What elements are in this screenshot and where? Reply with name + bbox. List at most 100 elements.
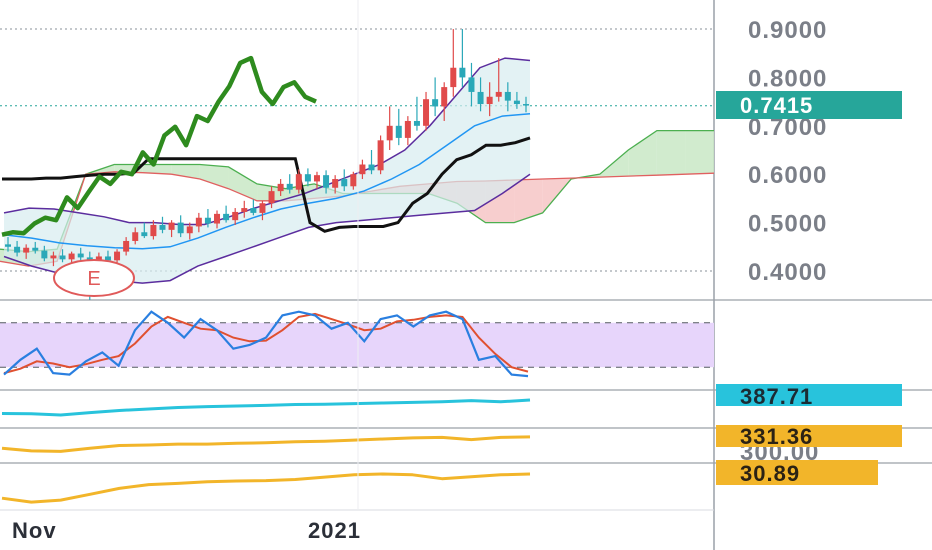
cloud-segment-7 — [199, 164, 229, 189]
lower-indicator-panels — [1, 398, 531, 504]
bollinger-fill — [4, 58, 530, 284]
last-price-badge-bg — [716, 91, 902, 119]
candle-body-25 — [232, 211, 239, 221]
indicator-badge-orange-2-text: 30.89 — [740, 461, 800, 486]
candle-body-48 — [441, 87, 448, 107]
price-tick-label-4: 0.5000 — [748, 211, 827, 238]
candle-body-47 — [432, 99, 439, 107]
candle-body-56 — [513, 100, 520, 105]
candle-body-39 — [359, 164, 366, 175]
candle-body-50 — [459, 67, 466, 78]
cloud-segment-18 — [514, 179, 543, 223]
earnings-marker-shape[interactable] — [53, 259, 135, 297]
candle-body-49 — [450, 67, 457, 88]
candle-body-17 — [159, 225, 166, 230]
candle-body-37 — [341, 179, 348, 187]
lagging-line — [2, 136, 531, 233]
candle-body-28 — [259, 203, 266, 213]
indicator-badge-orange-2: 30.89 — [716, 460, 878, 486]
candle-body-29 — [268, 191, 275, 204]
candle-body-27 — [250, 208, 257, 213]
cloud-segment-5 — [142, 164, 172, 175]
candle-body-40 — [368, 164, 375, 171]
cloud-segment-8 — [228, 166, 258, 201]
candle-body-41 — [377, 140, 384, 171]
indicator-badge-orange-1: 331.36 — [716, 424, 902, 449]
candle-body-18 — [168, 222, 175, 230]
time-axis: Nov 2021 — [12, 0, 361, 543]
price-gridlines — [0, 28, 714, 272]
last-price-badge-text: 0.7415 — [740, 93, 813, 118]
indicator-line-2 — [1, 435, 531, 453]
candle-body-1 — [14, 246, 21, 253]
earnings-marker-label: E — [87, 268, 100, 290]
candle-body-24 — [223, 213, 230, 221]
candle-body-36 — [332, 179, 339, 188]
bollinger-upper — [3, 57, 531, 226]
candle-body-12 — [114, 251, 121, 261]
candle-body-46 — [423, 99, 430, 126]
candle-body-53 — [486, 96, 493, 105]
last-price-badge: 0.7415 — [716, 91, 902, 119]
stoch-band — [0, 322, 714, 368]
candle-body-33 — [304, 174, 311, 182]
bollinger-middle — [3, 112, 531, 250]
conversion-line-path — [1, 55, 317, 237]
candle-body-45 — [413, 120, 420, 126]
cloud-segment-24 — [685, 130, 714, 175]
candle-body-44 — [404, 120, 411, 138]
earnings-marker[interactable]: E — [53, 259, 135, 297]
lagging-span — [2, 136, 531, 233]
candle-body-20 — [186, 226, 193, 234]
price-tick-label-5: 0.4000 — [748, 259, 827, 286]
cloud-segment-23 — [656, 130, 686, 176]
time-label-2021: 2021 — [308, 518, 361, 543]
candle-body-22 — [204, 217, 211, 224]
indicator-badge-cyan: 387.71 — [716, 384, 902, 409]
candle-body-54 — [495, 91, 502, 97]
bollinger-bands — [3, 57, 531, 284]
candle-body-10 — [95, 256, 102, 262]
indicator-badge-cyan-bg — [716, 384, 902, 406]
candle-body-4 — [41, 250, 48, 259]
candle-body-38 — [350, 174, 357, 187]
price-tick-label-3: 0.6000 — [748, 162, 827, 189]
candle-body-21 — [195, 217, 202, 227]
price-tick-label-0: 0.9000 — [748, 17, 827, 44]
candle-body-51 — [468, 77, 475, 92]
candle-body-57 — [523, 104, 529, 106]
indicator-badge-orange-2-bg — [716, 460, 878, 485]
candle-body-8 — [77, 253, 84, 258]
indicator-badge-orange-1-text: 331.36 — [740, 424, 813, 449]
candle-body-52 — [477, 91, 484, 105]
candle-body-30 — [277, 183, 284, 192]
candle-body-43 — [395, 125, 402, 138]
conversion-line — [1, 55, 317, 237]
price-tick-label-1: 0.8000 — [748, 65, 827, 92]
candle-body-13 — [123, 240, 130, 252]
time-label-nov: Nov — [12, 518, 57, 543]
candle-body-5 — [50, 255, 57, 259]
candle-body-6 — [59, 255, 66, 260]
stoch-d-line — [3, 312, 529, 375]
stochastic-panel — [0, 310, 714, 378]
candle-body-19 — [177, 222, 184, 234]
candle-body-7 — [68, 253, 75, 260]
candle-body-31 — [286, 183, 293, 190]
candle-body-3 — [32, 247, 39, 251]
candle-body-15 — [141, 232, 148, 237]
candle-body-11 — [104, 256, 111, 261]
stoch-k-line — [3, 310, 529, 378]
candle-body-23 — [214, 213, 221, 224]
candle-body-42 — [386, 125, 393, 141]
candle-body-14 — [132, 232, 139, 241]
candle-body-32 — [295, 174, 302, 190]
candle-body-0 — [5, 244, 11, 247]
candle-body-35 — [323, 175, 330, 188]
cloud-segment-6 — [171, 164, 200, 180]
candle-body-55 — [504, 91, 511, 101]
cloud-segment-22 — [628, 130, 657, 177]
indicator-line-3 — [1, 472, 531, 504]
candle-body-2 — [23, 247, 30, 253]
